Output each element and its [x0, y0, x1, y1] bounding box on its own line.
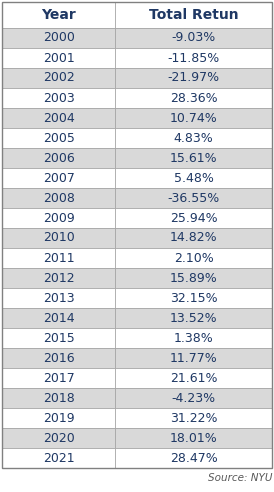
Bar [2, 188, 115, 208]
Text: -4.23%: -4.23% [172, 392, 216, 404]
Text: -11.85%: -11.85% [168, 52, 220, 64]
Text: 13.52%: 13.52% [170, 311, 218, 325]
Text: 15.89%: 15.89% [170, 272, 218, 284]
Text: 2003: 2003 [43, 92, 75, 104]
Bar [2, 208, 115, 228]
Text: 2016: 2016 [43, 351, 75, 365]
Text: 5.48%: 5.48% [174, 172, 214, 184]
Text: 2009: 2009 [43, 212, 75, 224]
Text: 28.36%: 28.36% [170, 92, 218, 104]
Text: 4.83%: 4.83% [174, 131, 213, 145]
Bar [115, 348, 272, 368]
Bar [115, 108, 272, 128]
Text: 28.47%: 28.47% [170, 452, 218, 464]
Text: 21.61%: 21.61% [170, 371, 218, 385]
Text: 10.74%: 10.74% [170, 112, 218, 124]
Text: Source: NYU: Source: NYU [207, 473, 272, 483]
Text: 15.61%: 15.61% [170, 152, 218, 164]
Bar [115, 448, 272, 468]
Bar [2, 408, 115, 428]
Bar [115, 188, 272, 208]
Text: 14.82%: 14.82% [170, 232, 218, 245]
Bar [2, 428, 115, 448]
Bar [2, 368, 115, 388]
Bar [2, 388, 115, 408]
Text: 2014: 2014 [43, 311, 75, 325]
Bar [2, 268, 115, 288]
Bar [2, 128, 115, 148]
Bar [2, 328, 115, 348]
Bar [2, 308, 115, 328]
Text: 2020: 2020 [43, 431, 75, 444]
Text: 2000: 2000 [43, 31, 75, 44]
Text: 2013: 2013 [43, 291, 75, 305]
Text: Total Retun: Total Retun [149, 8, 238, 22]
Text: 11.77%: 11.77% [170, 351, 218, 365]
Bar [115, 388, 272, 408]
Bar [2, 228, 115, 248]
Bar [2, 148, 115, 168]
Bar [115, 148, 272, 168]
Bar [115, 168, 272, 188]
Text: 2002: 2002 [43, 71, 75, 85]
Text: 2011: 2011 [43, 251, 75, 265]
Bar [115, 308, 272, 328]
Text: -21.97%: -21.97% [168, 71, 220, 85]
Bar [2, 88, 115, 108]
Bar [115, 248, 272, 268]
Bar [115, 48, 272, 68]
Text: 2015: 2015 [43, 332, 75, 344]
Text: -9.03%: -9.03% [172, 31, 216, 44]
Bar [115, 328, 272, 348]
Text: 2.10%: 2.10% [174, 251, 213, 265]
Bar [115, 368, 272, 388]
Text: -36.55%: -36.55% [168, 191, 220, 205]
Bar [2, 248, 115, 268]
Bar [115, 68, 272, 88]
Bar [2, 68, 115, 88]
Bar [115, 288, 272, 308]
Text: 2005: 2005 [43, 131, 75, 145]
Text: 25.94%: 25.94% [170, 212, 218, 224]
Bar [115, 88, 272, 108]
Bar [115, 128, 272, 148]
Bar [115, 228, 272, 248]
Text: 18.01%: 18.01% [170, 431, 218, 444]
Text: 31.22%: 31.22% [170, 411, 218, 425]
Text: 2007: 2007 [43, 172, 75, 184]
Text: 32.15%: 32.15% [170, 291, 218, 305]
Text: 2001: 2001 [43, 52, 75, 64]
Bar [2, 348, 115, 368]
Bar [115, 428, 272, 448]
Text: 2004: 2004 [43, 112, 75, 124]
Text: 2017: 2017 [43, 371, 75, 385]
Text: 2012: 2012 [43, 272, 75, 284]
Text: Year: Year [41, 8, 76, 22]
Text: 2010: 2010 [43, 232, 75, 245]
Bar [2, 108, 115, 128]
Bar [115, 28, 272, 48]
Bar [115, 408, 272, 428]
Bar [2, 2, 115, 28]
Bar [115, 268, 272, 288]
Bar [2, 288, 115, 308]
Bar [115, 2, 272, 28]
Bar [2, 48, 115, 68]
Text: 1.38%: 1.38% [174, 332, 213, 344]
Text: 2018: 2018 [43, 392, 75, 404]
Bar [2, 168, 115, 188]
Text: 2019: 2019 [43, 411, 75, 425]
Text: 2006: 2006 [43, 152, 75, 164]
Text: 2021: 2021 [43, 452, 75, 464]
Bar [2, 448, 115, 468]
Bar [115, 208, 272, 228]
Bar [2, 28, 115, 48]
Text: 2008: 2008 [43, 191, 75, 205]
